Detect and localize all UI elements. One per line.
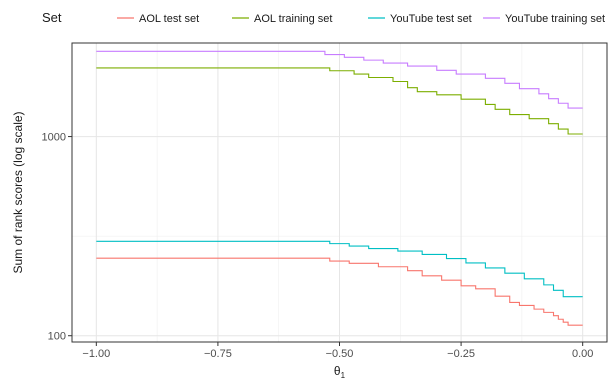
legend-label: YouTube training set [505,13,605,25]
series-line-aol-test-set [96,257,583,326]
x-tick-label: −0.25 [447,348,475,360]
x-axis-title-subscript: 1 [341,371,346,380]
y-axis-title: Sum of rank scores (log scale) [11,111,25,273]
legend-label: AOL training set [254,13,332,25]
y-tick-label: 1000 [42,132,66,144]
legend: Set AOL test set AOL training set YouTube … [42,10,605,25]
x-tick-label: 0.00 [572,348,593,360]
x-tick-label: −0.50 [326,348,354,360]
x-tick-label: −0.75 [204,348,232,360]
x-axis-title: θ1 [334,364,346,380]
legend-title: Set [42,10,62,25]
series-line-aol-training-set [96,67,583,135]
legend-label: YouTube test set [390,13,472,25]
x-axis-title-main: θ [334,364,341,378]
series-line-youtube-training-set [96,50,583,109]
y-tick-label: 100 [48,331,66,343]
series-line-youtube-test-set [96,240,583,298]
legend-label: AOL test set [139,13,199,25]
x-tick-label: −1.00 [82,348,110,360]
